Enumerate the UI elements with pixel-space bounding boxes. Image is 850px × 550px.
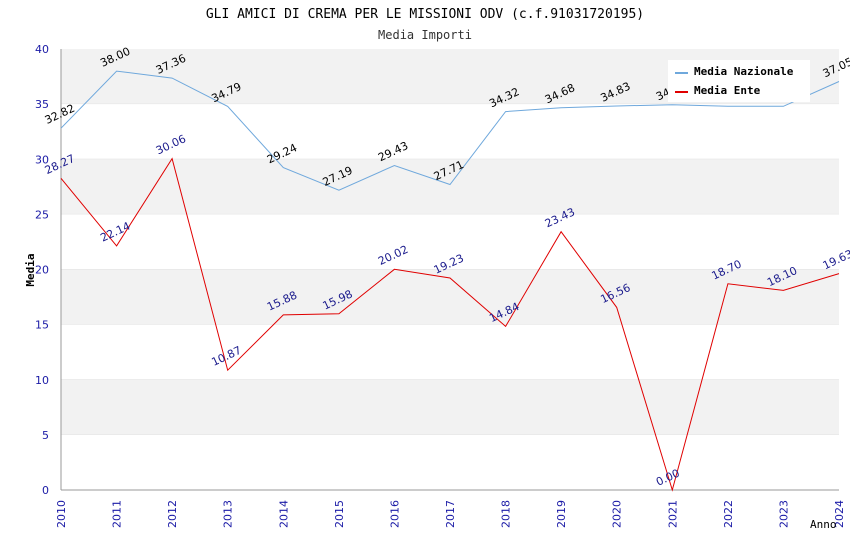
chart-subtitle: Media Importi bbox=[378, 28, 472, 42]
y-tick-label: 5 bbox=[42, 429, 49, 442]
y-tick-label: 20 bbox=[35, 264, 49, 277]
x-tick-label: 2015 bbox=[333, 500, 346, 528]
grid-band bbox=[61, 159, 839, 215]
legend-label-nazionale: Media Nazionale bbox=[694, 65, 794, 78]
x-tick-label: 2020 bbox=[611, 500, 624, 528]
grid-band bbox=[61, 269, 839, 325]
y-tick-label: 30 bbox=[35, 153, 49, 166]
x-tick-label: 2024 bbox=[833, 500, 846, 528]
x-axis-ticks: 2010 2011 2012 2013 2014 2015 2016 2017 2018 2019… bbox=[55, 500, 846, 528]
x-tick-label: 2013 bbox=[222, 500, 235, 528]
x-tick-label: 2014 bbox=[277, 500, 290, 528]
grid-band bbox=[61, 324, 839, 380]
grid-band bbox=[61, 434, 839, 490]
grid-band bbox=[61, 214, 839, 270]
x-tick-label: 2011 bbox=[111, 500, 124, 528]
legend-box bbox=[668, 60, 810, 102]
y-tick-label: 0 bbox=[42, 484, 49, 497]
x-tick-label: 2010 bbox=[55, 500, 68, 528]
x-tick-label: 2012 bbox=[166, 500, 179, 528]
x-tick-label: 2017 bbox=[444, 500, 457, 528]
legend: Media Nazionale Media Ente bbox=[668, 60, 810, 102]
grid-band bbox=[61, 104, 839, 160]
chart-title: GLI AMICI DI CREMA PER LE MISSIONI ODV (… bbox=[206, 7, 644, 22]
legend-label-ente: Media Ente bbox=[694, 84, 761, 97]
y-tick-label: 35 bbox=[35, 98, 49, 111]
y-axis-ticks: 0 5 10 15 20 25 30 35 40 bbox=[35, 43, 49, 497]
y-tick-label: 10 bbox=[35, 374, 49, 387]
x-tick-label: 2018 bbox=[500, 500, 513, 528]
x-tick-label: 2019 bbox=[555, 500, 568, 528]
x-axis-title: Anno bbox=[810, 518, 837, 531]
plot-background-bands bbox=[61, 49, 839, 491]
series-lines bbox=[60, 70, 840, 492]
x-tick-label: 2016 bbox=[388, 500, 401, 528]
grid-band bbox=[61, 379, 839, 435]
x-tick-label: 2021 bbox=[666, 500, 679, 528]
y-axis-title: Media bbox=[24, 253, 37, 286]
y-tick-label: 25 bbox=[35, 208, 49, 221]
y-tick-label: 40 bbox=[35, 43, 49, 56]
series-line-ente bbox=[60, 157, 840, 492]
x-tick-label: 2022 bbox=[722, 500, 735, 528]
x-tick-label: 2023 bbox=[777, 500, 790, 528]
series-line-nazionale bbox=[60, 70, 840, 191]
data-label: 34 bbox=[654, 86, 672, 104]
y-tick-label: 15 bbox=[35, 319, 49, 332]
